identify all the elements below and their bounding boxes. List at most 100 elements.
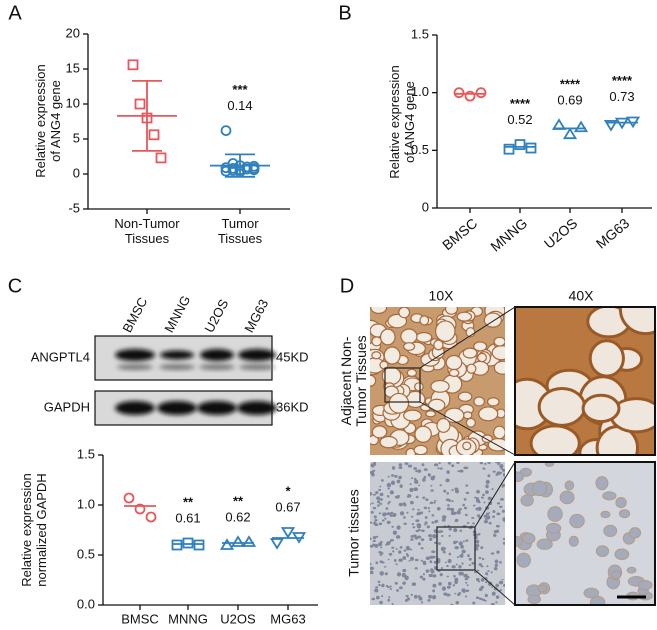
tissue-cell — [453, 574, 456, 578]
tissue-cell — [415, 519, 420, 523]
tissue-cell — [372, 469, 376, 472]
tissue-cell — [419, 315, 430, 326]
tissue-cell — [568, 535, 579, 547]
tissue-cell — [429, 537, 433, 542]
tissue-cell — [415, 495, 419, 499]
tissue-cell — [404, 599, 408, 602]
tissue-cell — [494, 462, 499, 464]
tissue-cell — [410, 515, 414, 518]
tissue-cell — [611, 570, 622, 580]
blot-band-faint — [159, 364, 195, 370]
tissue-cell — [426, 525, 430, 529]
tissue-cell — [395, 548, 398, 550]
tissue-cell — [409, 487, 414, 493]
tissue-cell — [487, 474, 491, 478]
tissue-cell — [564, 480, 575, 491]
blot-size-label: 36KD — [276, 399, 309, 414]
data-point — [230, 535, 246, 547]
tissue-cell — [476, 514, 481, 518]
tissue-cell — [446, 564, 449, 568]
tissue-cell — [465, 491, 470, 495]
significance: ** — [233, 493, 244, 508]
data-point — [134, 503, 146, 515]
y-tick-label: 15 — [66, 60, 80, 75]
tissue-cell — [418, 484, 421, 487]
tissue-cell — [370, 492, 373, 496]
tissue-cell — [379, 485, 382, 488]
tissue-cell — [455, 540, 459, 543]
tissue-cell — [464, 513, 468, 517]
tissue-cell — [398, 307, 411, 319]
tissue-cell — [425, 498, 429, 502]
tissue-cell — [495, 595, 500, 599]
tissue-cell — [388, 552, 393, 556]
tissue-cell — [482, 493, 485, 497]
tissue-cell — [405, 545, 410, 551]
tissue-cell — [456, 556, 459, 559]
tissue-cell — [422, 496, 426, 500]
tissue-cell — [398, 586, 403, 590]
tissue-cell — [382, 512, 387, 517]
tissue-cell — [475, 499, 480, 503]
tissue-cell — [603, 524, 618, 537]
tissue-cell — [484, 581, 488, 584]
tissue-cell — [439, 467, 443, 470]
tissue-cell — [371, 425, 388, 439]
tissue-cell — [384, 572, 388, 576]
lane-label: MG63 — [241, 297, 271, 335]
blot-band — [197, 401, 237, 415]
tissue-cell — [370, 537, 372, 540]
y-tick-label: -5 — [68, 200, 80, 215]
tissue-cell — [441, 518, 446, 522]
tissue-cell — [386, 494, 390, 498]
tissue-cell — [376, 595, 380, 600]
tissue-cell — [403, 516, 406, 519]
tissue-cell — [475, 596, 480, 600]
tissue-cell — [389, 587, 392, 590]
tissue-cell — [380, 546, 383, 549]
tissue-cell — [438, 582, 442, 586]
histology-image — [515, 462, 655, 605]
tissue-cell — [464, 577, 469, 581]
image-frame — [514, 461, 656, 606]
tissue-cell — [452, 584, 456, 587]
tissue-cell — [502, 472, 505, 477]
y-axis-label: Relative expression of ANG4 gene — [387, 65, 417, 179]
tissue-cell — [388, 596, 391, 599]
tissue-cell — [381, 519, 385, 522]
y-tick-label: 0.5 — [411, 142, 429, 157]
tissue-cell — [481, 598, 486, 601]
tissue-cell — [455, 601, 460, 605]
tissue-cell — [386, 512, 391, 516]
tissue-cell — [488, 521, 492, 525]
tissue-cell — [394, 475, 398, 478]
tissue-cell — [420, 511, 424, 515]
tissue-cell — [478, 406, 499, 422]
tissue-cell — [378, 522, 383, 526]
tissue-cell — [447, 558, 452, 564]
tissue-cell — [433, 339, 444, 351]
tissue-cell — [446, 471, 450, 474]
tissue-cell — [484, 462, 487, 465]
tissue-cell — [370, 562, 372, 566]
tissue-cell — [406, 368, 418, 377]
tissue-cell — [415, 469, 418, 473]
tissue-cell — [396, 525, 401, 530]
tissue-cell — [463, 498, 467, 501]
tissue-cell — [480, 565, 484, 568]
tissue-cell — [398, 475, 402, 480]
tissue-cell — [381, 552, 384, 554]
tissue-cell — [438, 462, 441, 465]
tissue-cell — [493, 336, 505, 347]
tissue-cell — [414, 382, 424, 392]
tissue-cell — [390, 480, 396, 486]
tissue-cell — [466, 363, 477, 374]
tissue-cell — [388, 540, 392, 543]
tissue-cell — [370, 470, 375, 475]
tissue-cell — [495, 601, 498, 604]
y-axis-label: Relative expression normalized GAPDH — [19, 473, 49, 587]
tissue-cell — [493, 425, 505, 440]
tissue-cell — [395, 535, 401, 539]
tissue-cell — [421, 463, 425, 467]
tissue-cell — [414, 567, 418, 570]
